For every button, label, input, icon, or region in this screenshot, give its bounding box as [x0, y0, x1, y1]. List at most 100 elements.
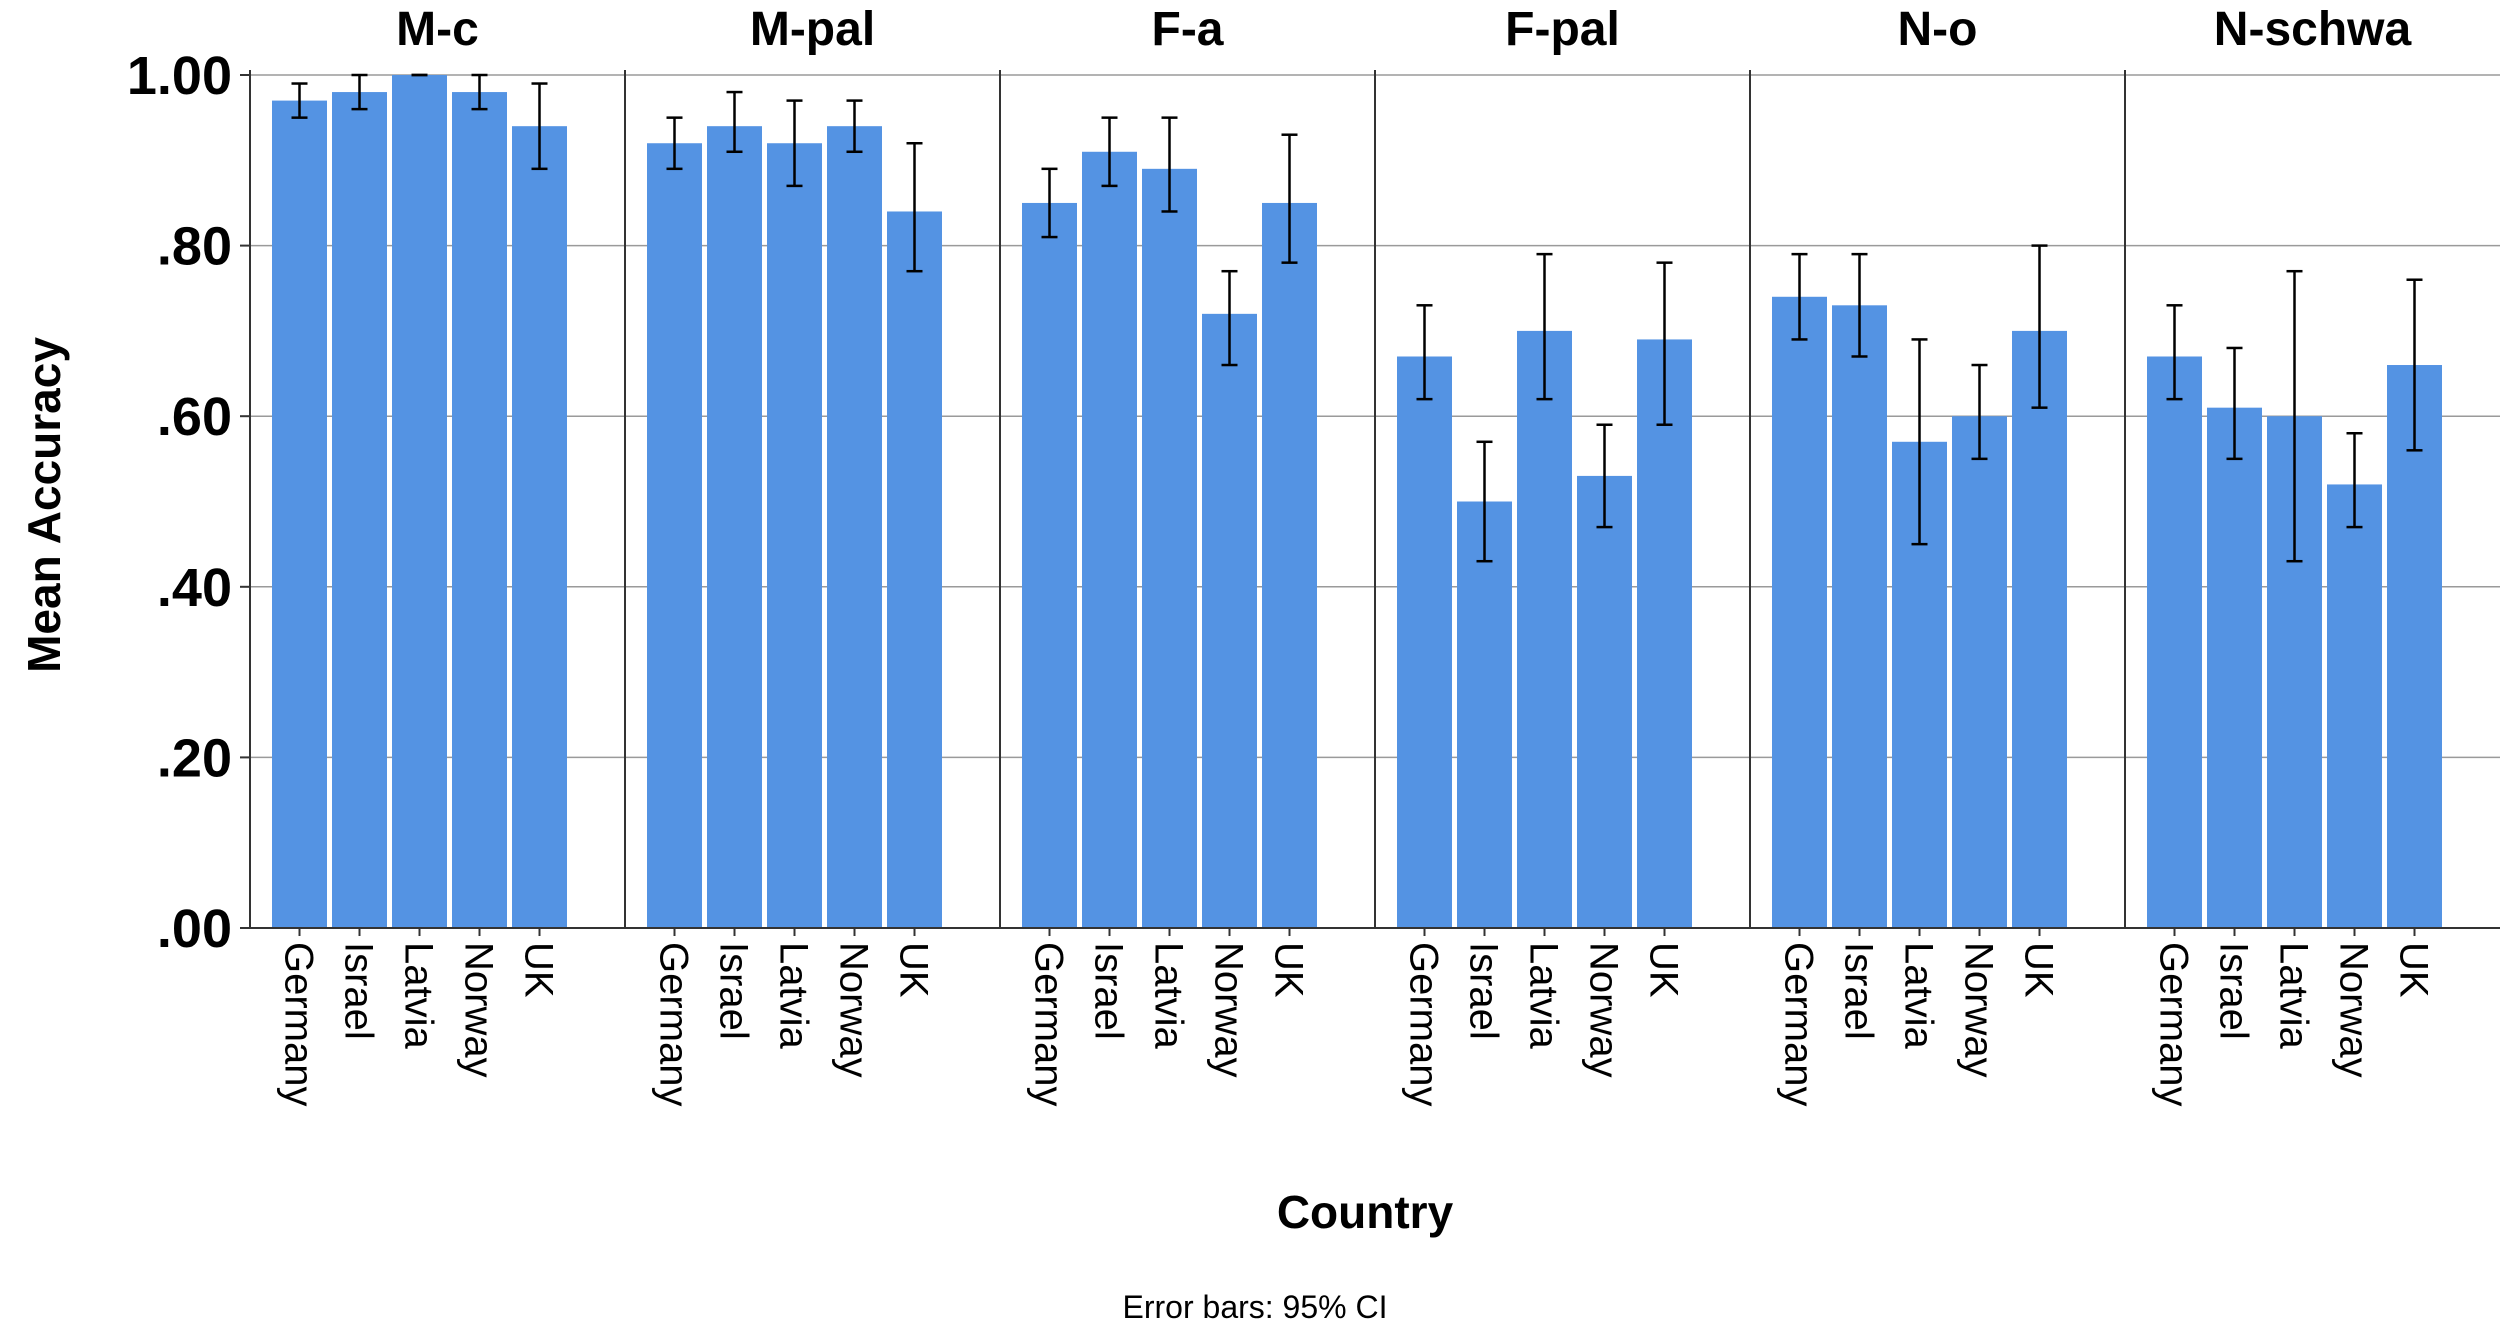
error-bar-F-pal-Latvia — [1536, 252, 1553, 401]
x-tick-label-Norway: Norway — [1207, 942, 1251, 1078]
x-tick-label-Norway: Norway — [2332, 942, 2376, 1078]
x-tick-label-Latvia: Latvia — [1522, 942, 1566, 1049]
panel-frames — [240, 70, 2500, 936]
panel-title-N-o: N-o — [1898, 3, 1978, 56]
x-tick-label-Latvia: Latvia — [772, 942, 816, 1049]
error-bar-N-o-UK — [2031, 244, 2048, 409]
bar-N-schwa-Norway — [2327, 484, 2382, 928]
y-tick-label: .20 — [157, 728, 232, 788]
bar-F-a-Norway — [1202, 313, 1257, 929]
x-tick-label-UK: UK — [2017, 942, 2061, 998]
x-tick-label-Israel: Israel — [337, 942, 381, 1040]
error-bar-F-a-Norway — [1221, 269, 1238, 367]
error-bar-N-schwa-Israel — [2226, 346, 2243, 461]
x-tick-label-Israel: Israel — [1462, 942, 1506, 1040]
error-bars — [291, 73, 2423, 563]
error-bar-M-c-Israel — [351, 73, 368, 111]
bar-F-pal-UK — [1637, 339, 1692, 928]
bar-M-c-UK — [512, 126, 567, 929]
x-tick-label-Germany: Germany — [652, 942, 696, 1107]
error-bar-M-c-Norway — [471, 73, 488, 111]
x-tick-label-Latvia: Latvia — [397, 942, 441, 1049]
bar-N-schwa-UK — [2387, 365, 2442, 928]
x-tick-label-Israel: Israel — [2212, 942, 2256, 1040]
bar-F-pal-Israel — [1457, 501, 1512, 928]
x-tick-label-UK: UK — [517, 942, 561, 998]
x-tick-label-Germany: Germany — [1027, 942, 1071, 1107]
panel-title-F-a: F-a — [1152, 3, 1224, 56]
error-bar-N-o-Germany — [1791, 252, 1808, 341]
error-bar-M-c-Germany — [291, 82, 308, 119]
error-bar-F-pal-UK — [1656, 261, 1673, 426]
error-bar-M-pal-Latvia — [786, 99, 803, 188]
bar-N-schwa-Germany — [2147, 356, 2202, 928]
x-tick-label-Latvia: Latvia — [1147, 942, 1191, 1049]
bar-N-o-Germany — [1772, 296, 1827, 928]
y-tick-label: .00 — [157, 899, 232, 959]
bar-N-o-Israel — [1832, 305, 1887, 928]
x-axis-title: Country — [1277, 1186, 1454, 1238]
y-tick-label: .40 — [157, 558, 232, 618]
x-tick-label-Germany: Germany — [277, 942, 321, 1107]
error-bar-F-pal-Germany — [1416, 304, 1433, 401]
bar-N-schwa-Israel — [2207, 407, 2262, 928]
x-tick-label-UK: UK — [892, 942, 936, 998]
bar-F-a-Israel — [1082, 151, 1137, 928]
error-bar-F-a-UK — [1281, 133, 1298, 264]
y-tick-label: .60 — [157, 387, 232, 447]
x-tick-label-Germany: Germany — [2152, 942, 2196, 1107]
bar-F-pal-Germany — [1397, 356, 1452, 928]
error-bar-F-pal-Israel — [1476, 440, 1493, 563]
error-bar-N-o-Norway — [1971, 363, 1988, 461]
error-bar-F-a-Germany — [1041, 167, 1058, 239]
x-tick-label-Germany: Germany — [1777, 942, 1821, 1107]
error-bar-N-schwa-Norway — [2346, 432, 2363, 529]
bar-F-a-Latvia — [1142, 168, 1197, 928]
x-tick-label-Latvia: Latvia — [2272, 942, 2316, 1049]
x-tick-label-Germany: Germany — [1402, 942, 1446, 1107]
error-bar-M-c-UK — [531, 82, 548, 171]
error-bar-M-pal-Israel — [726, 90, 743, 154]
bar-M-pal-Norway — [827, 126, 882, 929]
panel-title-N-schwa: N-schwa — [2214, 3, 2412, 56]
x-tick-label-Norway: Norway — [1957, 942, 2001, 1078]
x-tick-label-Norway: Norway — [832, 942, 876, 1078]
bar-M-c-Norway — [452, 92, 507, 928]
error-bar-N-schwa-Germany — [2166, 304, 2183, 401]
x-tick-label-Israel: Israel — [712, 942, 756, 1040]
y-axis-title: Mean Accuracy — [18, 337, 70, 673]
bar-M-pal-Germany — [647, 143, 702, 929]
panel-title-F-pal: F-pal — [1505, 3, 1620, 56]
error-bars-footnote: Error bars: 95% CI — [1123, 1289, 1388, 1325]
bar-M-c-Germany — [272, 100, 327, 929]
error-bar-N-o-Israel — [1851, 252, 1868, 358]
x-tick-label-UK: UK — [2392, 942, 2436, 998]
error-bar-F-a-Latvia — [1161, 116, 1178, 213]
x-tick-label-Norway: Norway — [457, 942, 501, 1078]
error-bar-M-pal-Norway — [846, 99, 863, 154]
bar-M-c-Latvia — [392, 75, 447, 928]
bar-N-o-UK — [2012, 330, 2067, 928]
error-bar-F-a-Israel — [1101, 116, 1118, 188]
error-bar-N-schwa-Latvia — [2286, 269, 2303, 563]
panel-title-M-c: M-c — [396, 3, 479, 56]
error-bar-M-pal-UK — [906, 141, 923, 273]
bar-M-pal-Israel — [707, 126, 762, 929]
bars — [272, 75, 2442, 929]
bar-F-a-Germany — [1022, 202, 1077, 928]
bar-F-a-UK — [1262, 202, 1317, 928]
error-bar-N-schwa-UK — [2406, 278, 2423, 452]
bar-F-pal-Latvia — [1517, 330, 1572, 928]
bar-N-o-Norway — [1952, 416, 2007, 928]
x-tick-label-UK: UK — [1267, 942, 1311, 998]
bar-M-pal-Latvia — [767, 143, 822, 929]
error-bar-N-o-Latvia — [1911, 338, 1928, 546]
y-tick-label: 1.00 — [127, 46, 232, 106]
bar-F-pal-Norway — [1577, 475, 1632, 928]
error-bar-F-pal-Norway — [1596, 423, 1613, 529]
y-tick-label: .80 — [157, 217, 232, 277]
bar-M-pal-UK — [887, 211, 942, 929]
x-tick-label-Israel: Israel — [1837, 942, 1881, 1040]
labels: .00 .20 .40 .60 .80 1.00 M-c Germany Israel Latvi… — [127, 3, 2436, 1107]
